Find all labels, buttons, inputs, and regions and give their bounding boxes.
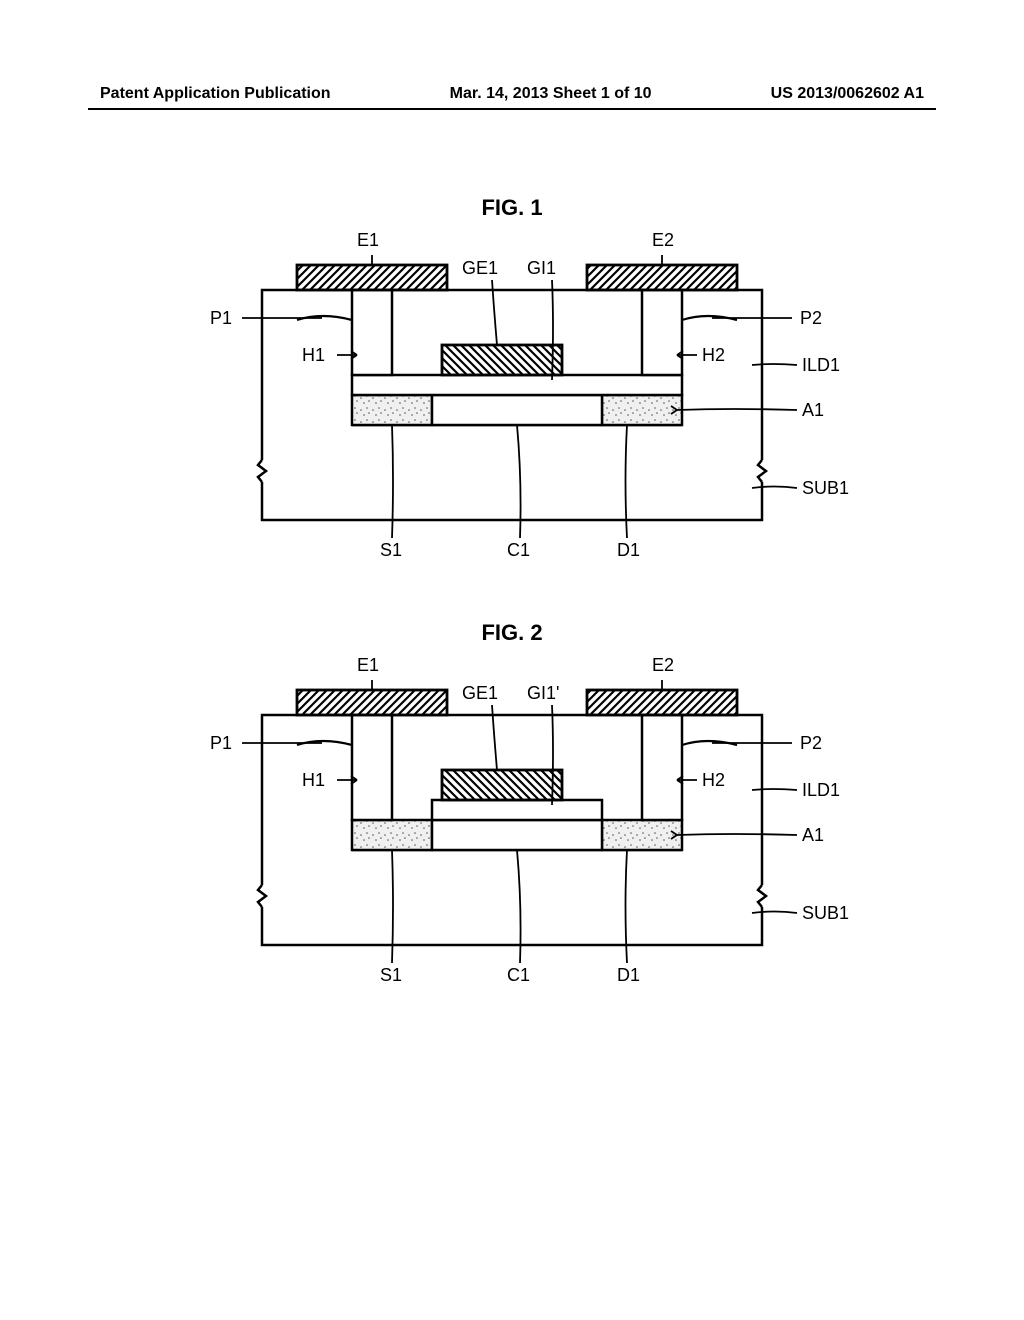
page-header: Patent Application Publication Mar. 14, … xyxy=(0,85,1024,103)
fig2-label-H1: H1 xyxy=(302,770,325,791)
fig1-label-A1: A1 xyxy=(802,400,824,421)
fig2-label-C1: C1 xyxy=(507,965,530,986)
fig2-label-P1: P1 xyxy=(210,733,232,754)
fig1-label-H1: H1 xyxy=(302,345,325,366)
header-center: Mar. 14, 2013 Sheet 1 of 10 xyxy=(450,85,652,103)
fig2-label-D1: D1 xyxy=(617,965,640,986)
fig2-label-E1: E1 xyxy=(357,655,379,676)
fig1-label-GI1: GI1 xyxy=(527,258,556,279)
fig1-label-SUB1: SUB1 xyxy=(802,478,849,499)
fig1-label-C1: C1 xyxy=(507,540,530,561)
fig2-label-GE1: GE1 xyxy=(462,683,498,704)
header-left: Patent Application Publication xyxy=(100,85,331,103)
fig1-label-H2: H2 xyxy=(702,345,725,366)
fig2-diagram: E1 E2 GE1 GI1' P1 P2 H1 H2 ILD1 A1 SUB1 … xyxy=(162,655,862,985)
fig1-label-E1: E1 xyxy=(357,230,379,251)
fig1-label-S1: S1 xyxy=(380,540,402,561)
fig2-label-P2: P2 xyxy=(800,733,822,754)
fig1-label-E2: E2 xyxy=(652,230,674,251)
fig1-label-D1: D1 xyxy=(617,540,640,561)
fig2-label-ILD1: ILD1 xyxy=(802,780,840,801)
header-right: US 2013/0062602 A1 xyxy=(771,85,924,103)
fig2-label-H2: H2 xyxy=(702,770,725,791)
fig2-label-GI1: GI1' xyxy=(527,683,559,704)
fig2-label-E2: E2 xyxy=(652,655,674,676)
fig2-label-SUB1: SUB1 xyxy=(802,903,849,924)
fig2-label-A1: A1 xyxy=(802,825,824,846)
fig2-label-S1: S1 xyxy=(380,965,402,986)
fig2-title: FIG. 2 xyxy=(481,620,542,646)
fig1-diagram: E1 E2 GE1 GI1 P1 P2 H1 H2 ILD1 A1 SUB1 S… xyxy=(162,230,862,560)
fig1-label-ILD1: ILD1 xyxy=(802,355,840,376)
header-rule xyxy=(88,108,936,110)
fig1-label-GE1: GE1 xyxy=(462,258,498,279)
fig1-label-P1: P1 xyxy=(210,308,232,329)
fig1-title: FIG. 1 xyxy=(481,195,542,221)
fig1-label-P2: P2 xyxy=(800,308,822,329)
